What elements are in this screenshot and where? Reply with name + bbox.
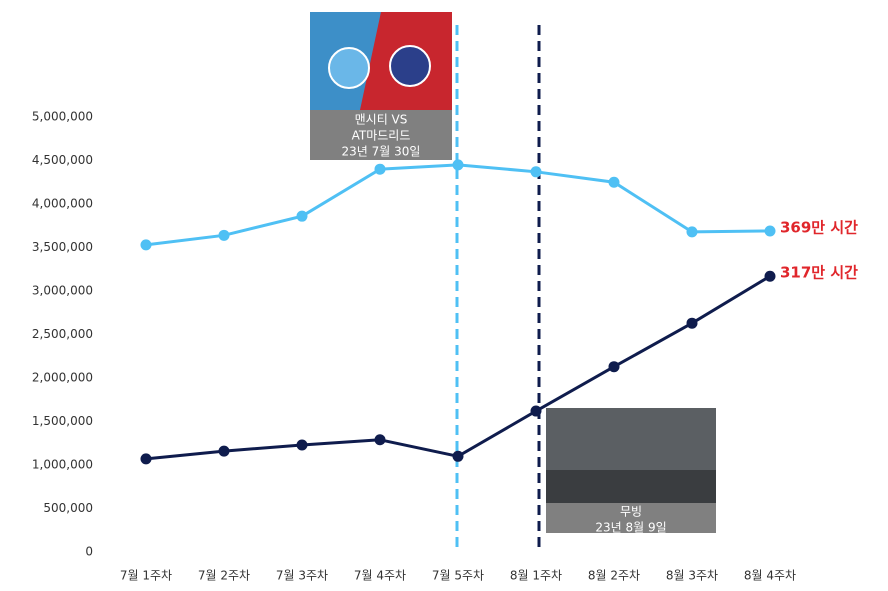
club-badge — [389, 45, 431, 87]
x-tick-label: 7월 2주차 — [198, 569, 250, 583]
thumbnail-shade — [546, 470, 716, 503]
x-tick-label: 7월 5주차 — [432, 569, 484, 583]
value-label: 317만 시간 — [780, 264, 858, 282]
data-point — [608, 176, 620, 188]
annotation-text: AT마드리드 — [352, 129, 411, 143]
data-point — [218, 229, 230, 241]
annotation-text: 무빙 — [620, 505, 642, 519]
y-tick-label: 2,000,000 — [32, 371, 93, 385]
x-tick-label: 8월 4주차 — [744, 569, 796, 583]
data-point — [686, 226, 698, 238]
y-tick-label: 4,500,000 — [32, 153, 93, 167]
data-point — [608, 361, 620, 373]
x-tick-label: 7월 4주차 — [354, 569, 406, 583]
y-tick-label: 500,000 — [43, 501, 93, 515]
data-point — [452, 159, 464, 171]
annotation-text: 23년 7월 30일 — [342, 145, 421, 159]
x-tick-label: 8월 2주차 — [588, 569, 640, 583]
data-point — [218, 445, 230, 457]
club-badge — [328, 47, 370, 89]
data-point — [530, 166, 542, 178]
data-point — [296, 210, 308, 222]
data-point — [296, 439, 308, 451]
y-tick-label: 0 — [85, 545, 93, 559]
data-point — [686, 317, 698, 329]
x-tick-label: 8월 1주차 — [510, 569, 562, 583]
y-tick-label: 1,500,000 — [32, 414, 93, 428]
data-point — [530, 405, 542, 417]
y-tick-label: 1,000,000 — [32, 458, 93, 472]
caption-box — [546, 503, 716, 533]
x-tick-label: 8월 3주차 — [666, 569, 718, 583]
data-point — [764, 270, 776, 282]
caption-box — [310, 110, 452, 160]
data-point — [764, 225, 776, 237]
data-point — [140, 239, 152, 251]
x-tick-label: 7월 3주차 — [276, 569, 328, 583]
x-tick-label: 7월 1주차 — [120, 569, 172, 583]
data-point — [452, 450, 464, 462]
y-tick-label: 3,000,000 — [32, 284, 93, 298]
data-point — [374, 434, 386, 446]
data-point — [374, 163, 386, 175]
data-point — [140, 453, 152, 465]
y-tick-label: 2,500,000 — [32, 327, 93, 341]
annotation-text: 맨시티 VS — [355, 113, 408, 127]
y-tick-label: 5,000,000 — [32, 110, 93, 124]
annotation-text: 23년 8월 9일 — [595, 521, 666, 535]
y-tick-label: 4,000,000 — [32, 197, 93, 211]
y-tick-label: 3,500,000 — [32, 240, 93, 254]
value-label: 369만 시간 — [780, 218, 858, 236]
